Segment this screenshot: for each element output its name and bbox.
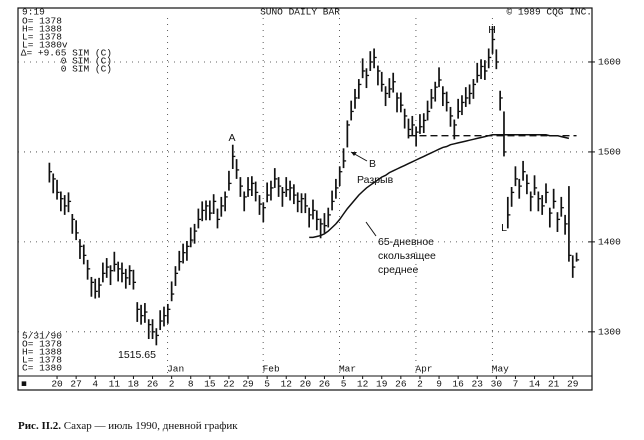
x-tick-label: 20 (51, 379, 63, 390)
y-tick-label: 1300 (598, 326, 621, 337)
x-tick-label: 19 (376, 379, 388, 390)
x-tick-label: 23 (472, 379, 484, 390)
arrowhead (351, 152, 357, 156)
caption-label: Рис. II.2. (18, 420, 61, 432)
info-line: L= 1378 (22, 355, 62, 366)
ma-label: среднее (378, 264, 418, 276)
month-label: Apr (415, 364, 432, 375)
ma-label: скользящее (378, 250, 436, 262)
y-tick-label: 1600 (598, 56, 621, 67)
info-line: O= 1378 (22, 339, 62, 350)
copyright: © 1989 CQG INC. (506, 7, 592, 18)
chart-title: SUNO DAILY BAR (260, 7, 340, 18)
date: 5/31/90 (22, 331, 62, 342)
y-tick-label: 1500 (598, 146, 621, 157)
x-tick-label: 5 (264, 379, 270, 390)
clock: 9:19 (22, 7, 45, 18)
corner-mark: ■ (21, 379, 27, 390)
x-tick-label: 26 (319, 379, 331, 390)
x-tick-label: 15 (204, 379, 216, 390)
x-tick-label: 30 (491, 379, 503, 390)
x-tick-label: 27 (70, 379, 81, 390)
x-tick-label: 8 (188, 379, 194, 390)
x-tick-label: 16 (452, 379, 464, 390)
info-line: L= 1378 (22, 32, 62, 43)
caption-text: Сахар — июль 1990, дневной график (64, 420, 239, 432)
x-tick-label: 12 (281, 379, 293, 390)
caption: Рис. II.2. Сахар — июль 1990, дневной гр… (18, 420, 238, 432)
annotation: B (369, 158, 376, 170)
x-tick-label: 29 (567, 379, 579, 390)
info-line: H= 1388 (22, 24, 62, 35)
x-tick-label: 14 (529, 379, 541, 390)
x-tick-label: 9 (436, 379, 442, 390)
info-line: 0 SIM (C) (61, 56, 112, 67)
x-tick-label: 22 (223, 379, 235, 390)
info-line: C= 1380 (22, 363, 62, 374)
annotation: L (501, 222, 507, 234)
x-tick-label: 26 (147, 379, 159, 390)
x-tick-label: 18 (128, 379, 140, 390)
annotation: A (228, 132, 235, 144)
info-line: O= 1378 (22, 16, 62, 27)
info-line: L= 1380v (22, 40, 68, 51)
annotation: 1515.65 (118, 349, 156, 361)
x-tick-label: 2 (169, 379, 175, 390)
x-tick-label: 5 (341, 379, 347, 390)
month-label: Jan (167, 364, 184, 375)
x-tick-label: 7 (513, 379, 519, 390)
x-tick-label: 29 (242, 379, 254, 390)
month-label: Mar (339, 364, 356, 375)
arrow (365, 221, 377, 237)
plot-frame (17, 7, 593, 391)
month-label: May (492, 364, 509, 375)
info-line: 0 SIM (C) (61, 64, 112, 75)
info-line: H= 1388 (22, 347, 62, 358)
y-tick-label: 1400 (598, 236, 621, 247)
info-line: Δ= +9.65 SIM (C) (21, 48, 112, 59)
x-tick-label: 26 (395, 379, 407, 390)
x-tick-label: 12 (357, 379, 369, 390)
x-tick-label: 2 (417, 379, 423, 390)
x-tick-label: 11 (109, 379, 121, 390)
annotation: Разрыв (357, 174, 394, 186)
month-label: Feb (263, 364, 280, 375)
x-tick-label: 21 (548, 379, 560, 390)
moving-average (309, 134, 570, 239)
ma-label: 65-дневное (378, 236, 434, 248)
x-tick-label: 20 (300, 379, 312, 390)
x-tick-label: 4 (92, 379, 98, 390)
